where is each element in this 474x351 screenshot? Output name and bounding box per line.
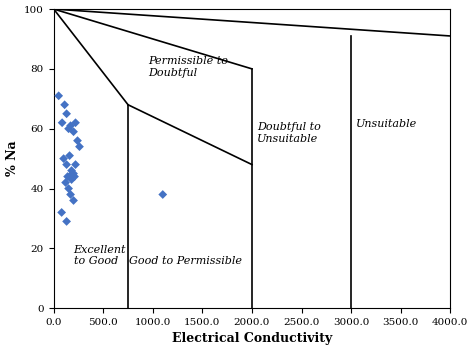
Point (66, 153, 73, 158)
Point (63, 162, 70, 167)
Point (72, 120, 79, 126)
Text: Excellent
to Good: Excellent to Good (73, 245, 126, 266)
Point (60, 156, 67, 161)
Point (70, 129, 77, 134)
Point (68, 174, 75, 179)
Point (74, 138, 82, 144)
Text: Good to Permissible: Good to Permissible (129, 256, 242, 266)
Point (55, 93, 63, 99)
Point (72, 162, 79, 167)
Point (65, 126, 73, 132)
Point (70, 171, 77, 176)
Point (68, 177, 75, 183)
Point (64, 174, 72, 179)
Text: Permissible to
Doubtful: Permissible to Doubtful (148, 56, 228, 78)
Point (61, 102, 68, 107)
Y-axis label: % Na: % Na (6, 141, 18, 177)
Point (67, 123, 74, 128)
Point (71, 174, 78, 179)
X-axis label: Electrical Conductivity: Electrical Conductivity (172, 332, 332, 345)
Point (63, 219, 70, 224)
Point (65, 186, 73, 191)
Text: Unsuitable: Unsuitable (356, 119, 417, 129)
Point (159, 192, 166, 197)
Point (63, 111, 70, 117)
Point (70, 198, 77, 203)
Point (68, 168, 75, 173)
Point (67, 192, 74, 197)
Point (76, 144, 83, 150)
Point (62, 180, 69, 185)
Point (58, 120, 66, 126)
Point (58, 210, 65, 215)
Point (66, 174, 73, 179)
Point (66, 174, 73, 179)
Text: Doubtful to
Unsuitable: Doubtful to Unsuitable (257, 122, 321, 144)
